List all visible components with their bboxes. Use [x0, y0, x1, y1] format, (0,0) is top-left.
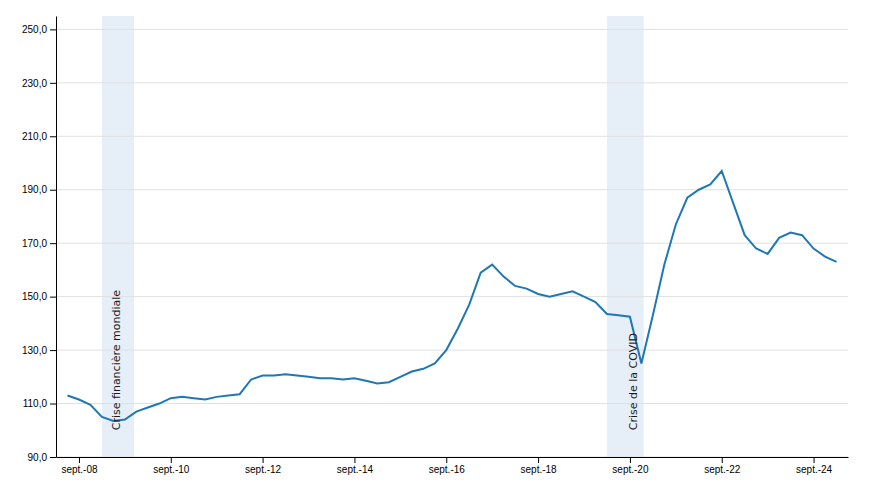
y-tick: 90,0 [28, 452, 56, 463]
x-tick-label: sept.-18 [521, 464, 558, 475]
y-tick-mark [50, 136, 56, 137]
y-tick-mark [50, 404, 56, 405]
y-tick-mark [50, 83, 56, 84]
grid-line [56, 403, 848, 404]
x-tick-mark [171, 457, 172, 463]
grid [56, 29, 848, 457]
y-tick: 150,0 [22, 291, 56, 302]
x-tick-mark [446, 457, 447, 463]
shaded-region [102, 16, 134, 457]
x-tick-label: sept.-24 [796, 464, 833, 475]
x-tick-label: sept.-16 [429, 464, 466, 475]
y-tick-label: 230,0 [22, 78, 47, 89]
x-tick: sept.-12 [245, 457, 282, 475]
plot: sept.-08 sept.-10 sept.-12 sept.-14 sept.-16… [22, 16, 849, 475]
annotations: Crise financière mondiale Crise de la COV… [110, 290, 640, 431]
y-tick-label: 130,0 [22, 345, 47, 356]
y-tick-label: 150,0 [22, 291, 47, 302]
x-tick-mark [79, 457, 80, 463]
x-tick: sept.-10 [153, 457, 190, 475]
x-tick-mark [814, 457, 815, 463]
y-tick-mark [50, 29, 56, 30]
y-tick-mark [50, 457, 56, 458]
x-tick-label: sept.-22 [704, 464, 741, 475]
grid-line [56, 243, 848, 244]
grid-line [56, 350, 848, 351]
y-tick: 210,0 [22, 131, 56, 142]
x-tick-label: sept.-08 [61, 464, 98, 475]
grid-line [56, 29, 848, 30]
grid-line [56, 136, 848, 137]
shaded-regions [102, 16, 644, 457]
x-tick-label: sept.-20 [612, 464, 649, 475]
x-tick: sept.-08 [61, 457, 98, 475]
x-tick: sept.-14 [337, 457, 374, 475]
grid-line [56, 457, 848, 458]
y-tick-mark [50, 297, 56, 298]
y-tick-label: 90,0 [28, 452, 48, 463]
x-tick: sept.-22 [704, 457, 741, 475]
y-tick: 170,0 [22, 238, 56, 249]
x-tick-mark [722, 457, 723, 463]
annotation: Crise financière mondiale [110, 290, 123, 431]
y-tick: 230,0 [22, 78, 56, 89]
y-tick-label: 190,0 [22, 184, 47, 195]
x-tick: sept.-20 [612, 457, 649, 475]
x-tick-mark [630, 457, 631, 463]
x-tick: sept.-24 [796, 457, 833, 475]
x-tick-label: sept.-10 [153, 464, 190, 475]
y-tick: 250,0 [22, 24, 56, 35]
x-tick-label: sept.-12 [245, 464, 282, 475]
x-tick: sept.-18 [521, 457, 558, 475]
y-axis-line [56, 17, 57, 458]
y-tick-label: 250,0 [22, 24, 47, 35]
shaded-region [607, 16, 644, 457]
y-tick: 110,0 [23, 398, 56, 409]
x-tick-mark [538, 457, 539, 463]
y-tick-label: 110,0 [23, 398, 48, 409]
x-axis-line [57, 457, 849, 458]
grid-line [56, 296, 848, 297]
grid-line [56, 82, 848, 83]
y-tick-label: 210,0 [22, 131, 47, 142]
chart: sept.-08 sept.-10 sept.-12 sept.-14 sept.-16… [0, 0, 872, 491]
x-tick-mark [354, 457, 355, 463]
y-tick-mark [50, 243, 56, 244]
x-tick: sept.-16 [429, 457, 466, 475]
lines [67, 171, 836, 421]
y-tick: 190,0 [22, 184, 56, 195]
annotation: Crise de la COVID [627, 333, 640, 430]
x-tick-label: sept.-14 [337, 464, 374, 475]
line [67, 171, 836, 421]
x-tick-mark [263, 457, 264, 463]
y-axis: 90,0 110,0 130,0 150,0 170,0 190,0 210,0 230,0 2… [22, 17, 57, 463]
y-tick-mark [50, 190, 56, 191]
y-tick-mark [50, 350, 56, 351]
y-tick: 130,0 [22, 345, 56, 356]
y-tick-label: 170,0 [22, 238, 47, 249]
x-axis: sept.-08 sept.-10 sept.-12 sept.-14 sept.-16… [57, 457, 849, 475]
